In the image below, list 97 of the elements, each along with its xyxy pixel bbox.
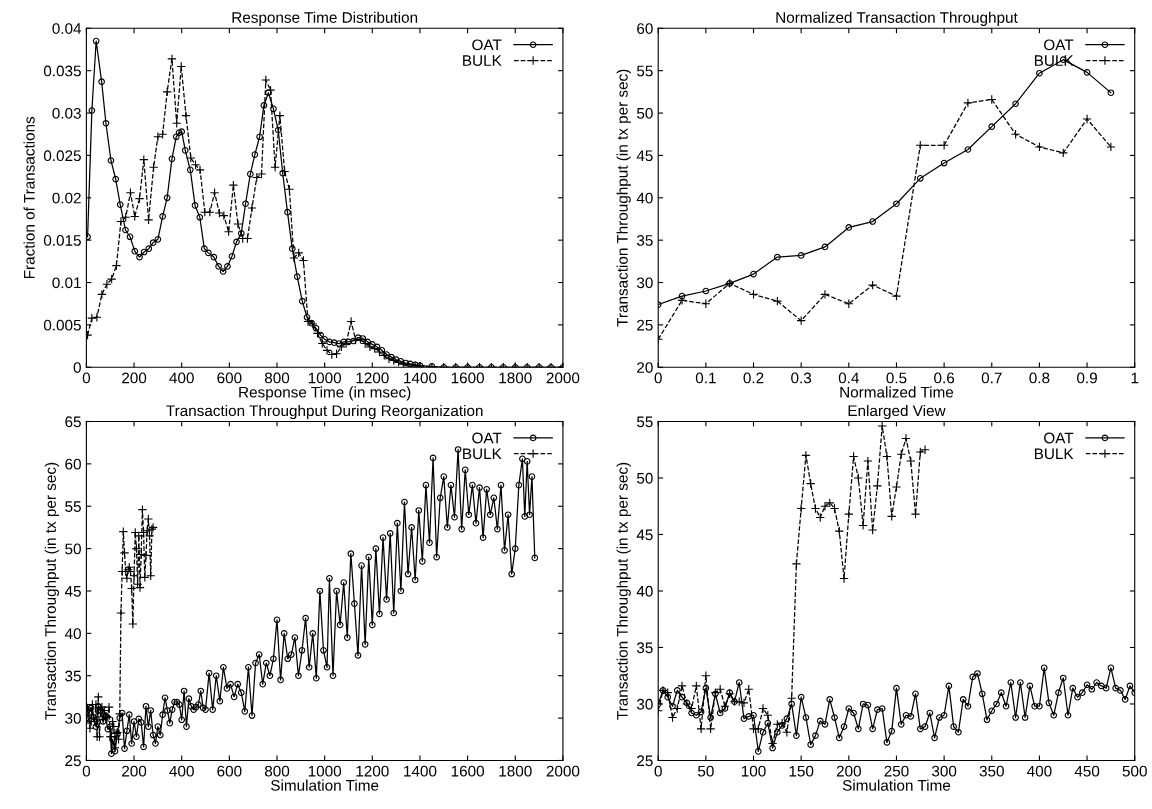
x-tick-label: 100 xyxy=(741,765,766,777)
x-tick-label: 400 xyxy=(169,372,194,384)
y-tick-label: 30 xyxy=(65,712,81,724)
chart-title: Response Time Distribution xyxy=(232,11,418,26)
y-tick-label: 0.01 xyxy=(52,277,81,289)
legend-label: OAT xyxy=(1044,432,1074,444)
x-tick-label: 200 xyxy=(836,765,861,777)
x-tick-label: 200 xyxy=(122,372,147,384)
x-tick-label: 600 xyxy=(217,372,242,384)
x-tick-label: 1 xyxy=(1131,372,1139,384)
x-tick-label: 0 xyxy=(654,372,662,384)
y-tick-label: 65 xyxy=(65,416,81,428)
x-tick-label: 0.3 xyxy=(791,372,812,384)
y-tick-label: 25 xyxy=(637,755,653,767)
y-tick-label: 45 xyxy=(64,586,81,597)
y-tick-label: 50 xyxy=(65,543,81,555)
x-axis-title: Response Time (in msec) xyxy=(239,386,411,401)
legend-label: OAT xyxy=(472,432,502,444)
x-tick-label: 1400 xyxy=(404,372,437,384)
x-tick-label: 200 xyxy=(122,765,147,777)
x-tick-label: 50 xyxy=(697,765,714,777)
x-tick-label: 350 xyxy=(979,765,1004,777)
x-tick-label: 0 xyxy=(82,765,91,777)
x-tick-label: 800 xyxy=(264,372,290,384)
x-tick-label: 0.5 xyxy=(886,372,907,384)
y-tick-label: 45 xyxy=(636,150,653,162)
y-tick-label: 35 xyxy=(636,642,653,654)
chart-title: Enlarged View xyxy=(848,404,946,420)
x-axis-title: Simulation Time xyxy=(271,779,379,791)
y-tick-label: 30 xyxy=(636,277,653,289)
y-tick-label: 55 xyxy=(636,416,653,428)
y-tick-label: 0.04 xyxy=(52,23,82,34)
x-tick-label: 2000 xyxy=(546,765,580,777)
x-tick-label: 2000 xyxy=(546,372,580,384)
y-tick-label: 25 xyxy=(65,755,81,767)
x-tick-label: 1800 xyxy=(499,765,532,777)
y-tick-label: 30 xyxy=(636,698,653,710)
x-tick-label: 1000 xyxy=(308,765,342,777)
y-axis-title: Transaction Throughput (in tx per sec) xyxy=(616,69,631,327)
y-tick-label: 20 xyxy=(637,362,653,373)
x-tick-label: 1400 xyxy=(404,765,437,777)
y-tick-label: 50 xyxy=(636,107,653,119)
y-tick-label: 0 xyxy=(73,362,81,373)
x-tick-label: 150 xyxy=(789,765,814,777)
y-tick-label: 25 xyxy=(637,319,653,331)
x-tick-label: 0.4 xyxy=(838,372,859,384)
x-tick-label: 0 xyxy=(654,765,662,777)
x-tick-label: 1600 xyxy=(451,765,484,777)
x-tick-label: 0.7 xyxy=(981,372,1002,384)
x-axis-title: Simulation Time xyxy=(842,779,951,791)
x-tick-label: 0 xyxy=(82,372,91,384)
x-tick-label: 450 xyxy=(1074,765,1100,777)
y-tick-label: 55 xyxy=(636,65,653,77)
legend-label: OAT xyxy=(1044,39,1074,51)
y-axis-title: Transaction Throughput (in tx per sec) xyxy=(616,462,631,720)
x-tick-label: 800 xyxy=(264,765,290,777)
y-tick-label: 45 xyxy=(636,529,653,541)
y-tick-label: 50 xyxy=(636,472,653,484)
chart-title: Normalized Transaction Throughput xyxy=(776,11,1018,26)
x-tick-label: 0.1 xyxy=(695,372,716,384)
y-tick-label: 60 xyxy=(65,458,81,470)
x-axis-title: Normalized Time xyxy=(840,386,954,398)
x-tick-label: 1600 xyxy=(451,372,484,384)
legend-label: OAT xyxy=(472,39,502,51)
y-tick-label: 60 xyxy=(637,23,653,34)
x-tick-label: 250 xyxy=(884,765,909,777)
x-tick-label: 300 xyxy=(931,765,957,777)
x-tick-label: 500 xyxy=(1122,765,1147,777)
x-tick-label: 0.2 xyxy=(743,372,764,384)
y-tick-label: 0.005 xyxy=(43,319,81,331)
legend-label: BULK xyxy=(463,55,502,66)
x-tick-label: 1200 xyxy=(356,765,389,777)
y-tick-label: 40 xyxy=(64,628,81,640)
x-tick-label: 1000 xyxy=(308,372,342,384)
x-tick-label: 0.6 xyxy=(934,372,955,384)
x-tick-label: 400 xyxy=(169,765,194,777)
legend-label: BULK xyxy=(463,448,502,460)
y-axis-title: Fraction of Transactions xyxy=(23,116,35,279)
y-tick-label: 55 xyxy=(65,501,81,512)
y-tick-label: 40 xyxy=(636,192,653,204)
y-tick-label: 35 xyxy=(65,670,81,682)
y-tick-label: 0.025 xyxy=(43,150,81,162)
y-tick-label: 40 xyxy=(636,585,653,597)
x-tick-label: 1800 xyxy=(499,372,532,384)
x-tick-label: 1200 xyxy=(356,372,389,384)
y-axis-title: Transaction Throughput (in tx per sec) xyxy=(44,462,59,720)
y-tick-label: 0.03 xyxy=(52,107,81,119)
x-tick-label: 0.9 xyxy=(1077,372,1097,384)
y-tick-label: 35 xyxy=(636,235,653,246)
x-tick-label: 600 xyxy=(217,765,242,777)
x-tick-label: 0.8 xyxy=(1029,372,1050,384)
chart-title: Transaction Throughput During Reorganization xyxy=(166,404,483,420)
y-tick-label: 0.02 xyxy=(52,192,81,204)
y-tick-label: 0.035 xyxy=(43,65,81,77)
legend-label: BULK xyxy=(1034,448,1074,460)
x-tick-label: 400 xyxy=(1027,765,1052,777)
y-tick-label: 0.015 xyxy=(43,235,81,246)
